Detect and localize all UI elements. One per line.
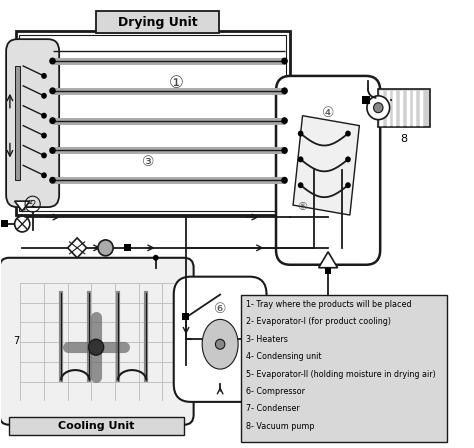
- Bar: [325, 268, 331, 274]
- Circle shape: [298, 156, 303, 162]
- FancyBboxPatch shape: [0, 258, 193, 425]
- Text: ⑥: ⑥: [214, 302, 227, 316]
- Circle shape: [89, 339, 104, 355]
- Bar: [182, 314, 189, 320]
- Bar: [19, 35, 286, 211]
- FancyBboxPatch shape: [174, 277, 266, 402]
- Circle shape: [49, 117, 56, 124]
- FancyBboxPatch shape: [6, 39, 59, 207]
- Text: Drying Unit: Drying Unit: [118, 16, 198, 29]
- Circle shape: [345, 156, 351, 162]
- Text: 4- Condensing unit: 4- Condensing unit: [246, 352, 321, 361]
- Circle shape: [298, 130, 303, 137]
- Ellipse shape: [202, 319, 238, 369]
- Text: 6- Compressor: 6- Compressor: [246, 387, 305, 396]
- Circle shape: [49, 87, 56, 95]
- Circle shape: [345, 182, 351, 188]
- Text: ⑤: ⑤: [297, 202, 307, 212]
- Circle shape: [41, 172, 47, 178]
- Text: ①: ①: [169, 74, 184, 92]
- Circle shape: [374, 103, 383, 113]
- Circle shape: [153, 255, 159, 261]
- Circle shape: [345, 130, 351, 137]
- Circle shape: [41, 133, 47, 138]
- Text: 8: 8: [401, 134, 408, 143]
- Circle shape: [41, 93, 47, 99]
- Bar: [9, 417, 184, 435]
- Circle shape: [298, 182, 303, 188]
- Bar: [125, 244, 131, 251]
- Circle shape: [98, 240, 113, 256]
- Text: Cooling Unit: Cooling Unit: [58, 421, 135, 431]
- Circle shape: [215, 339, 225, 349]
- Text: 7: 7: [13, 336, 19, 346]
- Polygon shape: [15, 201, 30, 211]
- Polygon shape: [319, 252, 337, 268]
- Text: ③: ③: [142, 155, 155, 169]
- Circle shape: [41, 113, 47, 119]
- Text: 2: 2: [30, 200, 35, 209]
- Bar: [362, 96, 370, 104]
- Circle shape: [281, 57, 288, 65]
- Bar: [15, 66, 20, 180]
- Bar: [378, 89, 430, 127]
- Text: ²: ²: [29, 200, 33, 210]
- Bar: [16, 31, 290, 215]
- FancyArrow shape: [370, 98, 387, 101]
- Text: 1- Tray where the products will be placed: 1- Tray where the products will be place…: [246, 300, 411, 309]
- Circle shape: [281, 177, 288, 184]
- Circle shape: [49, 57, 56, 65]
- Circle shape: [15, 216, 30, 232]
- Circle shape: [281, 147, 288, 154]
- Bar: [96, 11, 219, 33]
- Polygon shape: [68, 238, 87, 258]
- Circle shape: [49, 177, 56, 184]
- Text: ④: ④: [322, 106, 334, 120]
- Circle shape: [281, 117, 288, 124]
- Polygon shape: [293, 116, 359, 215]
- Bar: [1, 220, 8, 227]
- Circle shape: [49, 147, 56, 154]
- FancyBboxPatch shape: [276, 76, 380, 265]
- Circle shape: [41, 73, 47, 79]
- Text: 7- Condenser: 7- Condenser: [246, 405, 300, 414]
- Text: 5- Evaporator-II (holding moisture in drying air): 5- Evaporator-II (holding moisture in dr…: [246, 370, 436, 379]
- Text: 2- Evaporator-I (for product cooling): 2- Evaporator-I (for product cooling): [246, 317, 391, 327]
- Text: 3- Heaters: 3- Heaters: [246, 335, 288, 344]
- Circle shape: [41, 152, 47, 159]
- Bar: [241, 294, 447, 442]
- Text: 8- Vacuum pump: 8- Vacuum pump: [246, 422, 314, 431]
- Circle shape: [281, 87, 288, 95]
- Circle shape: [367, 96, 390, 120]
